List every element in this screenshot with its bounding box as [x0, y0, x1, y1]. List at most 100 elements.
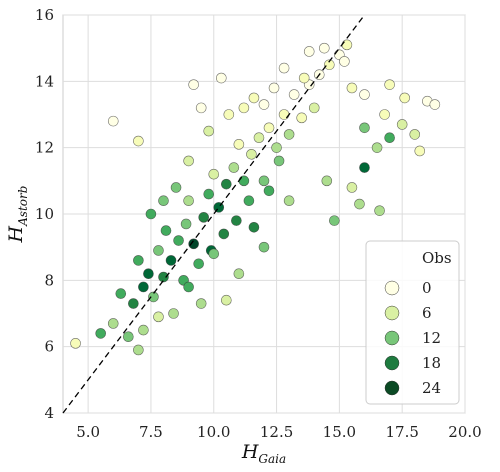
data-point [308, 102, 320, 114]
data-point [303, 46, 315, 57]
data-point [296, 112, 307, 124]
data-point [324, 59, 335, 71]
data-point [379, 109, 390, 120]
legend: Obs 0 6 12 18 24 [365, 240, 460, 405]
legend-label: 12 [422, 329, 441, 347]
legend-marker [384, 380, 400, 396]
data-point [223, 109, 235, 120]
data-point [384, 132, 395, 144]
data-point [195, 298, 207, 309]
data-point [298, 72, 310, 84]
data-point [278, 62, 290, 74]
y-tick-label: 10 [35, 205, 54, 223]
identity-reference-line [62, 14, 366, 414]
data-point [107, 115, 119, 127]
data-point [238, 175, 250, 187]
data-point [128, 298, 139, 309]
data-point [283, 195, 295, 207]
data-point [253, 132, 265, 144]
data-point [107, 318, 119, 329]
x-axis-ticks: 5.0 7.5 10.0 12.5 15.0 17.5 20.0 [76, 423, 482, 441]
data-point [123, 331, 134, 343]
data-point [153, 311, 164, 323]
data-point [221, 294, 232, 306]
data-point [414, 145, 426, 157]
data-point [233, 139, 245, 150]
data-point [213, 202, 225, 213]
data-point [215, 72, 227, 84]
x-tick-label: 20.0 [448, 423, 481, 441]
y-axis-label-sub: Astorb [16, 186, 30, 227]
data-point [133, 344, 144, 356]
data-point [188, 79, 199, 90]
data-point [288, 89, 300, 100]
data-point [198, 212, 209, 223]
data-point [183, 195, 194, 207]
legend-label: 6 [422, 304, 432, 322]
y-tick-label: 16 [35, 6, 54, 24]
data-point [193, 258, 204, 270]
legend-label: 0 [422, 279, 432, 297]
data-point [115, 288, 127, 299]
data-point [246, 149, 257, 160]
y-axis-label-base: H [5, 225, 27, 243]
data-point [143, 268, 154, 280]
data-point [218, 228, 230, 240]
data-point [341, 39, 353, 51]
data-point [158, 271, 169, 283]
data-point [374, 205, 385, 216]
data-point [233, 268, 245, 280]
x-tick-label: 5.0 [76, 423, 100, 441]
data-point [203, 188, 215, 200]
data-point [138, 324, 149, 336]
data-point [148, 291, 159, 303]
data-point [321, 175, 333, 187]
legend-marker [384, 280, 400, 296]
x-axis-label-sub: Gaia [258, 452, 286, 466]
data-point [203, 125, 215, 137]
data-point [183, 281, 194, 293]
x-tick-label: 7.5 [139, 423, 163, 441]
data-point [95, 328, 106, 339]
data-point [329, 215, 340, 226]
data-point [138, 281, 149, 293]
data-point [359, 162, 370, 173]
data-point [258, 99, 270, 110]
legend-marker [384, 330, 400, 346]
data-point [371, 142, 383, 153]
data-point [231, 215, 242, 226]
data-point [153, 245, 164, 256]
data-point [208, 248, 220, 260]
x-tick-label: 17.5 [385, 423, 418, 441]
data-point [409, 129, 421, 140]
data-point [168, 308, 179, 319]
data-point [238, 102, 250, 114]
data-point [399, 92, 411, 104]
y-tick-label: 6 [44, 338, 54, 356]
data-point [160, 225, 172, 236]
legend-marker [384, 355, 400, 371]
y-axis-ticks: 4 6 8 10 12 14 16 [35, 6, 54, 422]
data-point [243, 195, 255, 207]
data-point [180, 218, 192, 230]
x-axis-label: HGaia [241, 441, 286, 466]
y-tick-label: 4 [44, 404, 54, 422]
data-point [278, 109, 290, 120]
y-axis-label: HAstorb [5, 186, 30, 244]
data-point [346, 82, 358, 94]
y-tick-label: 8 [44, 271, 54, 289]
data-point [318, 42, 330, 54]
legend-marker [384, 305, 400, 321]
data-point [248, 92, 260, 104]
data-point [145, 208, 157, 220]
data-point [273, 155, 285, 167]
data-point [183, 155, 194, 167]
data-point [354, 198, 365, 210]
data-point [263, 122, 275, 134]
data-point [263, 185, 275, 197]
data-point [165, 255, 177, 266]
x-tick-label: 12.5 [260, 423, 293, 441]
data-point [221, 178, 232, 190]
data-point [271, 142, 282, 153]
data-point [228, 162, 240, 173]
